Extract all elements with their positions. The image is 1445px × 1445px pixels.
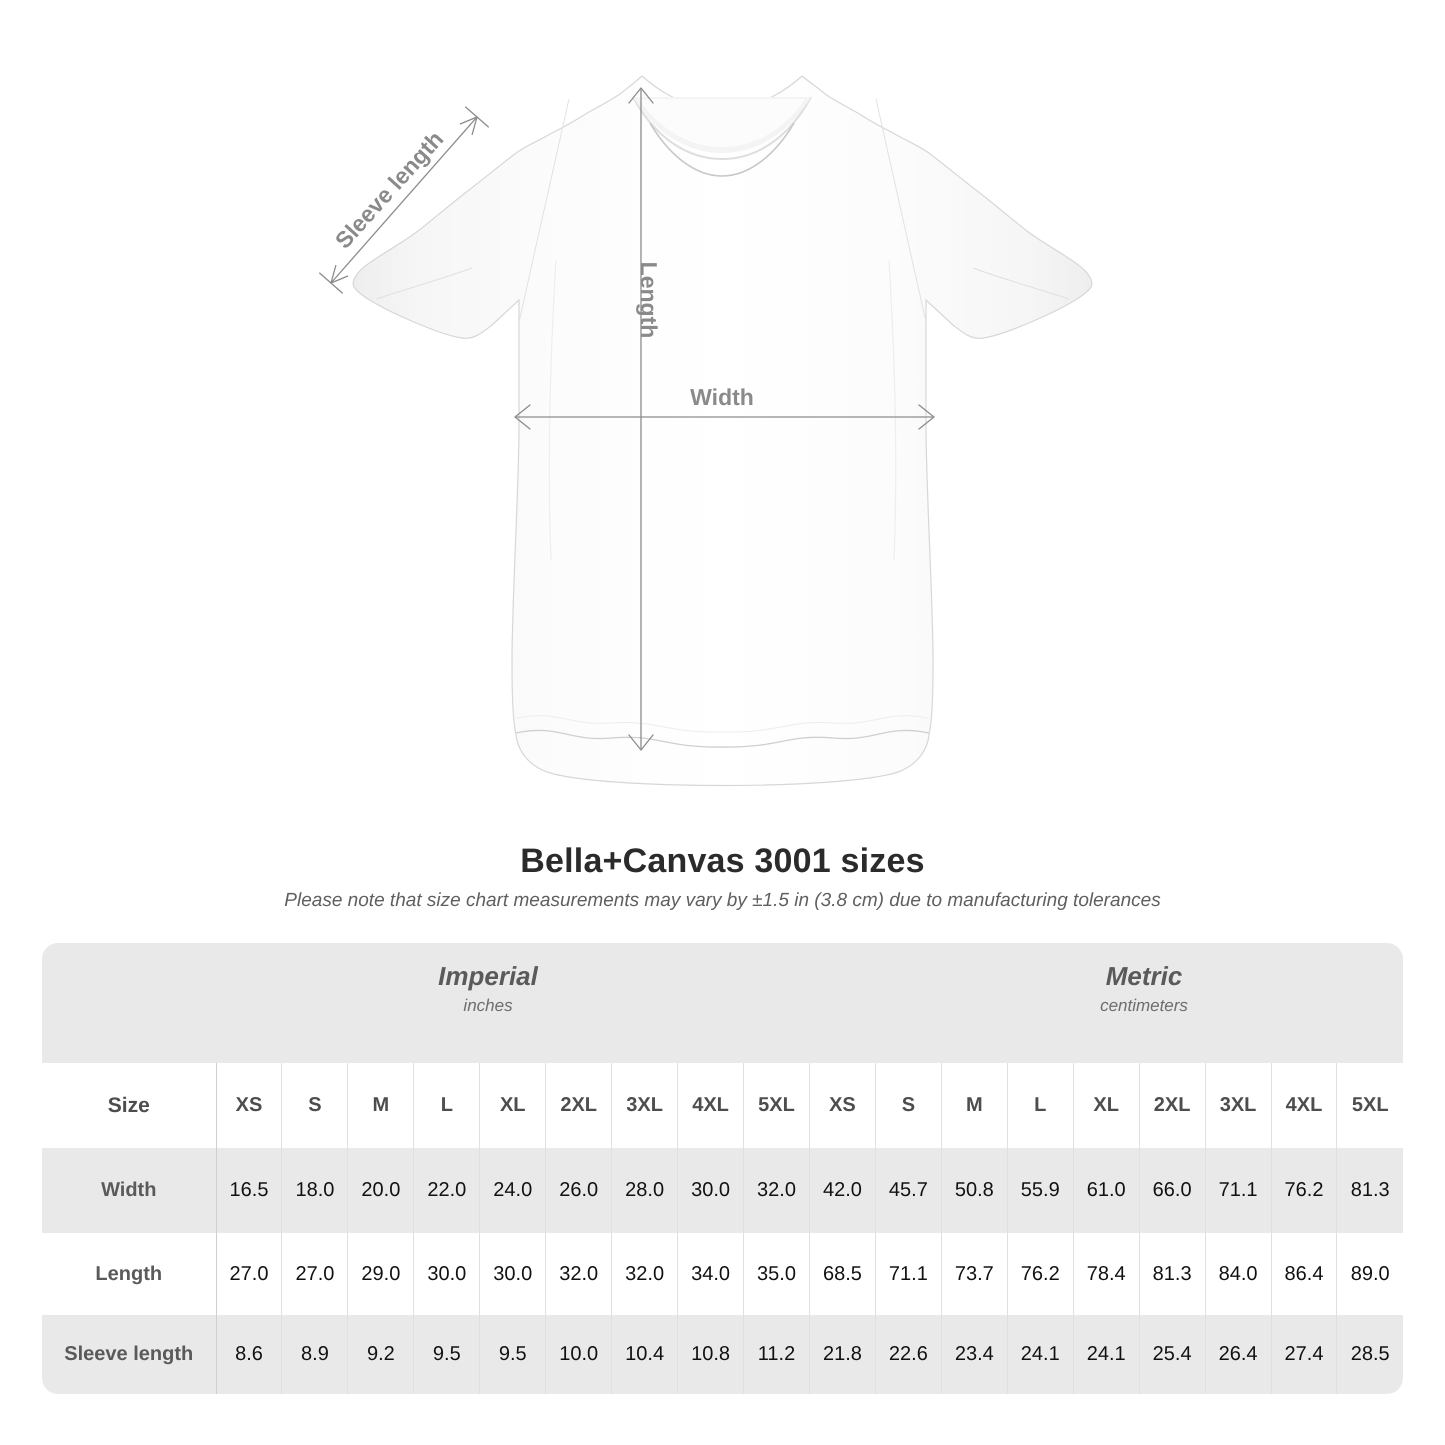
svg-text:Width: Width	[690, 384, 754, 410]
svg-text:Length: Length	[636, 262, 662, 339]
